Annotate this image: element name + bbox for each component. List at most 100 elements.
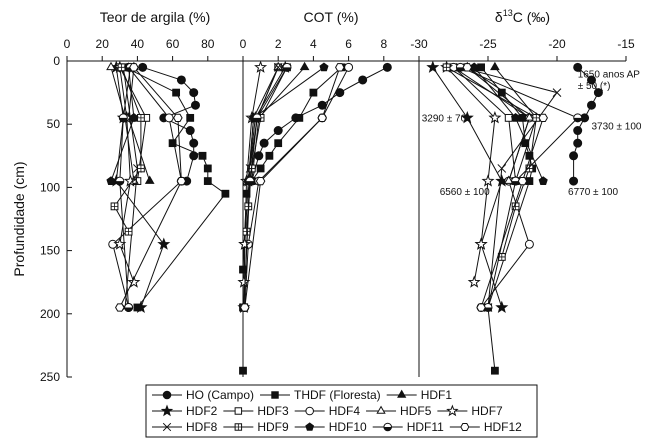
data-point bbox=[127, 275, 141, 288]
data-point bbox=[254, 60, 268, 73]
series-line bbox=[460, 66, 558, 308]
x-tick-label: -30 bbox=[410, 37, 428, 51]
data-point bbox=[573, 138, 583, 148]
data-point bbox=[299, 61, 310, 71]
data-point bbox=[185, 126, 195, 136]
data-point bbox=[259, 138, 269, 148]
series-line bbox=[244, 67, 341, 308]
legend-item: HDF1 bbox=[386, 388, 452, 402]
legend-item: HDF2 bbox=[152, 404, 218, 418]
data-point bbox=[239, 366, 247, 375]
data-point bbox=[273, 126, 283, 136]
data-point bbox=[106, 61, 116, 71]
data-point bbox=[491, 366, 499, 375]
y-tick-label: 100 bbox=[40, 180, 60, 194]
data-point bbox=[587, 100, 596, 110]
data-point bbox=[477, 63, 486, 72]
data-point bbox=[254, 151, 264, 161]
y-tick-label: 50 bbox=[47, 117, 61, 131]
legend-label: HDF3 bbox=[257, 404, 289, 418]
legend-marker bbox=[162, 390, 172, 400]
data-point bbox=[524, 112, 535, 121]
data-point bbox=[538, 176, 548, 185]
legend-item: HDF7 bbox=[437, 404, 503, 418]
legend-marker bbox=[397, 389, 407, 398]
y-tick-label: 0 bbox=[53, 54, 60, 68]
data-point bbox=[569, 151, 579, 161]
legend-marker bbox=[460, 423, 470, 431]
data-point bbox=[203, 177, 212, 185]
legend-marker bbox=[305, 422, 315, 431]
series-hdf12 bbox=[115, 63, 548, 312]
annotation: 3290 ± 70 bbox=[422, 114, 467, 125]
data-point bbox=[172, 88, 181, 97]
data-point bbox=[129, 113, 139, 122]
data-point bbox=[538, 113, 548, 123]
series-hdf10 bbox=[106, 62, 548, 185]
x-tick-label: 4 bbox=[310, 37, 317, 51]
series-line bbox=[243, 67, 288, 308]
data-point bbox=[176, 176, 187, 186]
data-point bbox=[317, 113, 327, 123]
axes-frame: 0 50 100 150 200 250 Profundidade (cm) bbox=[11, 54, 626, 384]
legend-item: HDF9 bbox=[223, 420, 289, 434]
legend-item: HDF8 bbox=[152, 420, 218, 434]
data-point bbox=[488, 111, 502, 124]
series-line bbox=[480, 66, 533, 371]
series-line bbox=[467, 66, 544, 308]
data-point bbox=[573, 62, 583, 72]
data-point bbox=[273, 61, 284, 71]
data-point bbox=[238, 237, 252, 250]
data-point bbox=[203, 164, 212, 173]
data-point bbox=[221, 189, 230, 198]
legend-label: HDF9 bbox=[257, 420, 289, 434]
data-point bbox=[273, 62, 283, 72]
data-point bbox=[573, 126, 583, 136]
x-tick-label: 60 bbox=[166, 37, 180, 51]
data-point bbox=[265, 151, 274, 160]
y-tick-label: 250 bbox=[40, 370, 60, 384]
data-point bbox=[474, 237, 488, 250]
data-point bbox=[255, 176, 266, 186]
legend-label: HDF12 bbox=[484, 420, 522, 434]
data-point bbox=[138, 62, 148, 72]
data-point bbox=[490, 61, 500, 71]
data-point bbox=[168, 139, 177, 148]
legend-marker bbox=[271, 391, 279, 399]
data-point bbox=[476, 303, 486, 312]
data-point bbox=[176, 75, 186, 85]
data-point bbox=[198, 151, 207, 160]
data-point bbox=[106, 176, 116, 185]
data-point bbox=[173, 113, 183, 123]
annotation: 3730 ± 100 bbox=[592, 121, 642, 132]
series-ho-campo bbox=[138, 62, 603, 186]
annotation: ± 50 (*) bbox=[578, 81, 611, 92]
data-point bbox=[108, 239, 118, 249]
legend-label: HDF10 bbox=[329, 420, 367, 434]
legend-item: HDF5 bbox=[366, 404, 432, 418]
panel-title: δ13C (‰) bbox=[495, 8, 550, 25]
legend-marker bbox=[446, 404, 459, 417]
x-tick-label: 2 bbox=[275, 37, 282, 51]
data-point bbox=[511, 113, 521, 122]
x-tick-label: 6 bbox=[345, 37, 352, 51]
legend-label: HDF2 bbox=[186, 404, 218, 418]
x-tick-label: 40 bbox=[131, 37, 145, 51]
legend-marker bbox=[376, 405, 386, 414]
data-point bbox=[497, 164, 507, 173]
data-point bbox=[157, 237, 171, 250]
panel-title: COT (%) bbox=[304, 9, 359, 25]
legend-marker bbox=[305, 406, 314, 416]
series-line bbox=[446, 66, 496, 283]
x-tick-label: 20 bbox=[96, 37, 110, 51]
data-point bbox=[552, 88, 562, 97]
data-point bbox=[239, 265, 247, 274]
annotation: 1650 anos AP bbox=[578, 69, 641, 80]
data-point bbox=[190, 100, 200, 110]
data-point bbox=[186, 113, 195, 122]
legend-label: HDF7 bbox=[471, 404, 503, 418]
data-point bbox=[587, 75, 596, 85]
series-line bbox=[251, 66, 388, 182]
